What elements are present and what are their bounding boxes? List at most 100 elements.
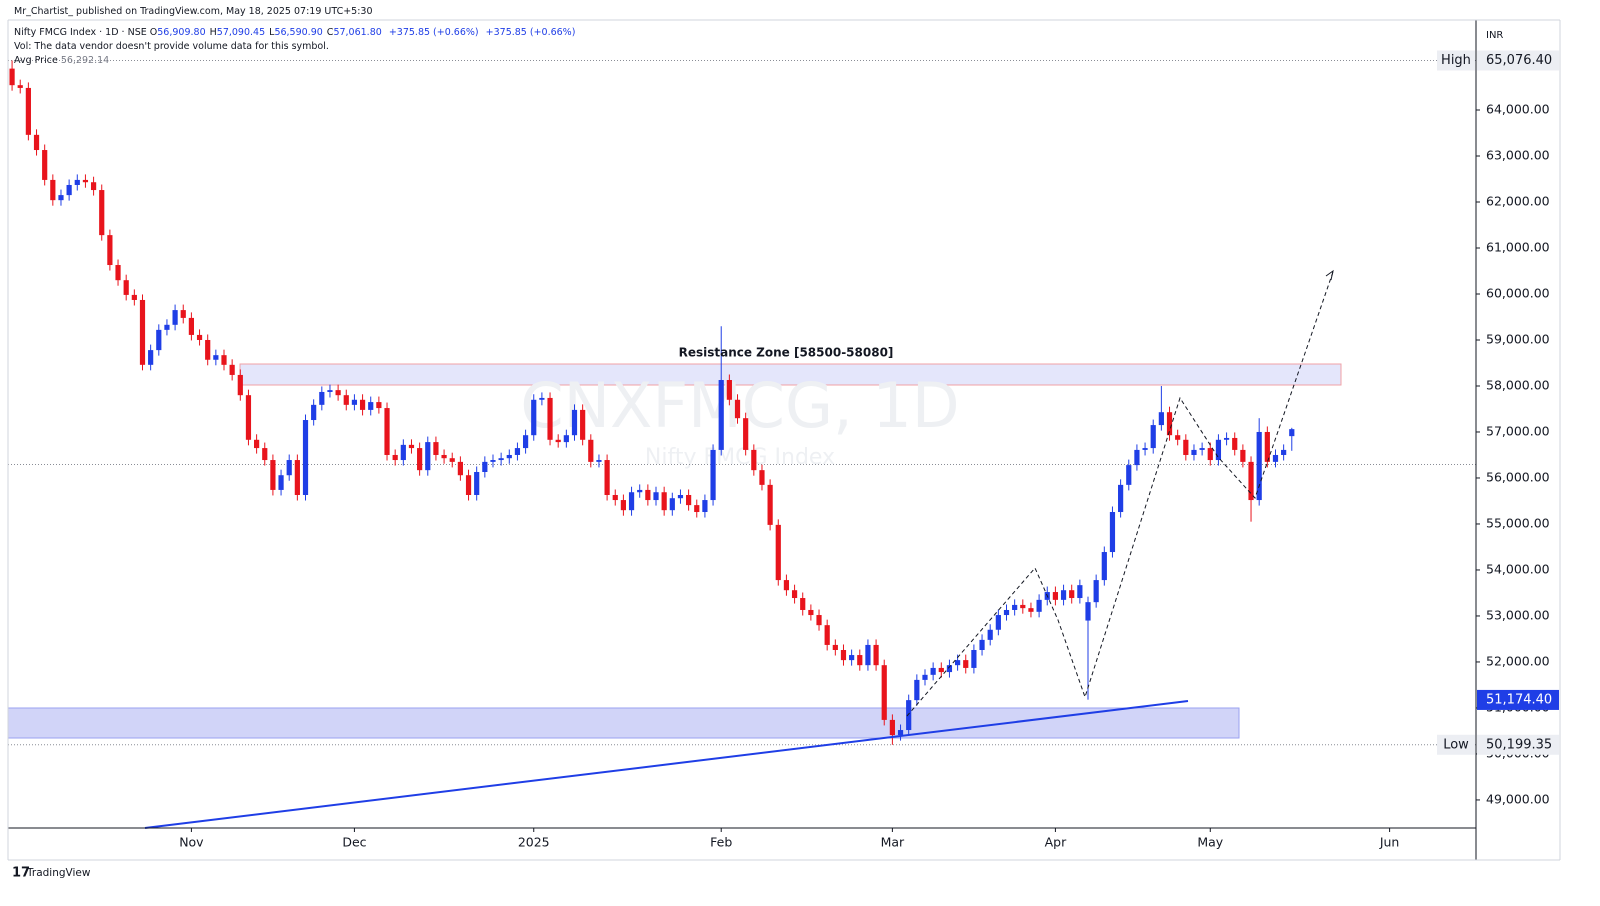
candle-body — [254, 439, 260, 449]
candle-body — [107, 235, 113, 266]
x-tick-label: 2025 — [518, 835, 550, 850]
candle-body — [474, 471, 480, 495]
candle-body — [775, 524, 781, 581]
candle-body — [1240, 449, 1246, 462]
candle-body — [1264, 431, 1270, 462]
candle-body — [449, 458, 455, 462]
change: +375.85 (+0.66%) — [485, 27, 576, 38]
candle-body — [857, 655, 863, 666]
candle-body — [1150, 425, 1156, 449]
candle-body — [1248, 461, 1254, 501]
candle-body — [286, 460, 292, 476]
candle-body — [539, 397, 545, 400]
candle-body — [425, 442, 431, 471]
candle-body — [221, 355, 227, 365]
candle-body — [677, 494, 684, 499]
price-label-name-box — [1437, 50, 1475, 71]
candle-body — [392, 454, 398, 461]
price-label-name: Low — [1443, 737, 1469, 752]
candle-body — [42, 150, 48, 180]
candle-body — [172, 310, 178, 325]
annotation: Resistance Zone [58500-58080] — [679, 346, 894, 360]
candle-body — [58, 195, 64, 201]
symbol: Nifty FMCG Index · 1D · NSE — [14, 27, 147, 38]
candle-body — [1191, 449, 1197, 455]
candle-body — [205, 339, 211, 360]
candle-body — [702, 500, 708, 513]
candle-body — [164, 324, 170, 330]
candle-body — [1134, 449, 1140, 466]
candle-body — [131, 294, 137, 300]
candle-body — [514, 448, 521, 455]
candle-body — [1175, 435, 1181, 440]
candle-body — [946, 665, 953, 673]
candle-body — [229, 364, 235, 375]
candle-body — [506, 454, 512, 459]
y-tick-label: 59,000.00 — [1486, 331, 1550, 346]
candle-body — [400, 444, 406, 461]
candle-body — [457, 461, 463, 476]
candle-body — [433, 442, 439, 455]
candle-body — [816, 615, 822, 626]
candle-body — [522, 435, 529, 449]
candle-body — [25, 87, 31, 135]
candle-body — [547, 397, 553, 440]
candle-body — [1126, 465, 1132, 485]
candle-body — [759, 470, 765, 485]
candle-body — [441, 454, 447, 459]
candle-body — [156, 329, 162, 351]
candle-body — [1020, 604, 1026, 609]
candle-body — [734, 399, 741, 419]
candle-body — [343, 395, 349, 405]
ohlc-key: H — [209, 27, 217, 38]
y-tick-label: 61,000.00 — [1486, 239, 1550, 254]
candle-body — [628, 492, 635, 511]
candle-body — [490, 460, 496, 462]
candle-body — [987, 629, 993, 640]
price-label: 65,076.40 — [1486, 53, 1552, 68]
price-labels: High 65,076.40 51,174.40 Low 50,199.35 — [1437, 50, 1559, 755]
candle-body — [1183, 439, 1189, 455]
candle-body — [1052, 592, 1059, 600]
candle-body — [808, 609, 814, 616]
candle-body — [604, 460, 610, 495]
ohlc-key: C — [326, 27, 334, 38]
candle-body — [710, 449, 716, 501]
candle-body — [1215, 439, 1222, 461]
candle-body — [1012, 604, 1018, 610]
y-tick-label: 57,000.00 — [1486, 423, 1550, 438]
candle-body — [620, 500, 627, 511]
price-label-box — [1477, 689, 1559, 710]
y-tick-label: 52,000.00 — [1486, 653, 1550, 668]
watermark-subtitle: Nifty FMCG Index — [645, 445, 835, 470]
candle-body — [270, 460, 276, 490]
candle-body — [995, 615, 1001, 630]
candle-body — [824, 625, 830, 645]
candle-body — [555, 439, 561, 443]
candle-body — [327, 390, 333, 392]
candle-body — [294, 460, 300, 495]
arrow-head — [1325, 269, 1334, 281]
candle-body — [686, 494, 692, 506]
candle-body — [669, 498, 675, 511]
candle-body — [9, 68, 15, 86]
publisher: Mr_Chartist_ published on TradingView.co… — [14, 6, 373, 17]
candle-body — [278, 475, 284, 490]
candle-body — [637, 489, 643, 493]
candle-body — [531, 399, 537, 436]
candle-body — [1256, 431, 1262, 501]
y-tick-label: 58,000.00 — [1486, 377, 1550, 392]
candle-body — [148, 350, 154, 365]
candle-body — [661, 492, 667, 511]
y-tick-label: 49,000.00 — [1486, 791, 1550, 806]
candle-body — [417, 448, 423, 471]
candle-body — [359, 399, 366, 410]
candle-body — [1118, 484, 1124, 513]
candle-body — [74, 179, 80, 185]
logo: 𝟭𝟳 — [12, 866, 30, 881]
candle-body — [302, 420, 309, 495]
candle-body — [196, 334, 203, 340]
candle-body — [188, 317, 194, 335]
y-tick-label: 53,000.00 — [1486, 607, 1550, 622]
